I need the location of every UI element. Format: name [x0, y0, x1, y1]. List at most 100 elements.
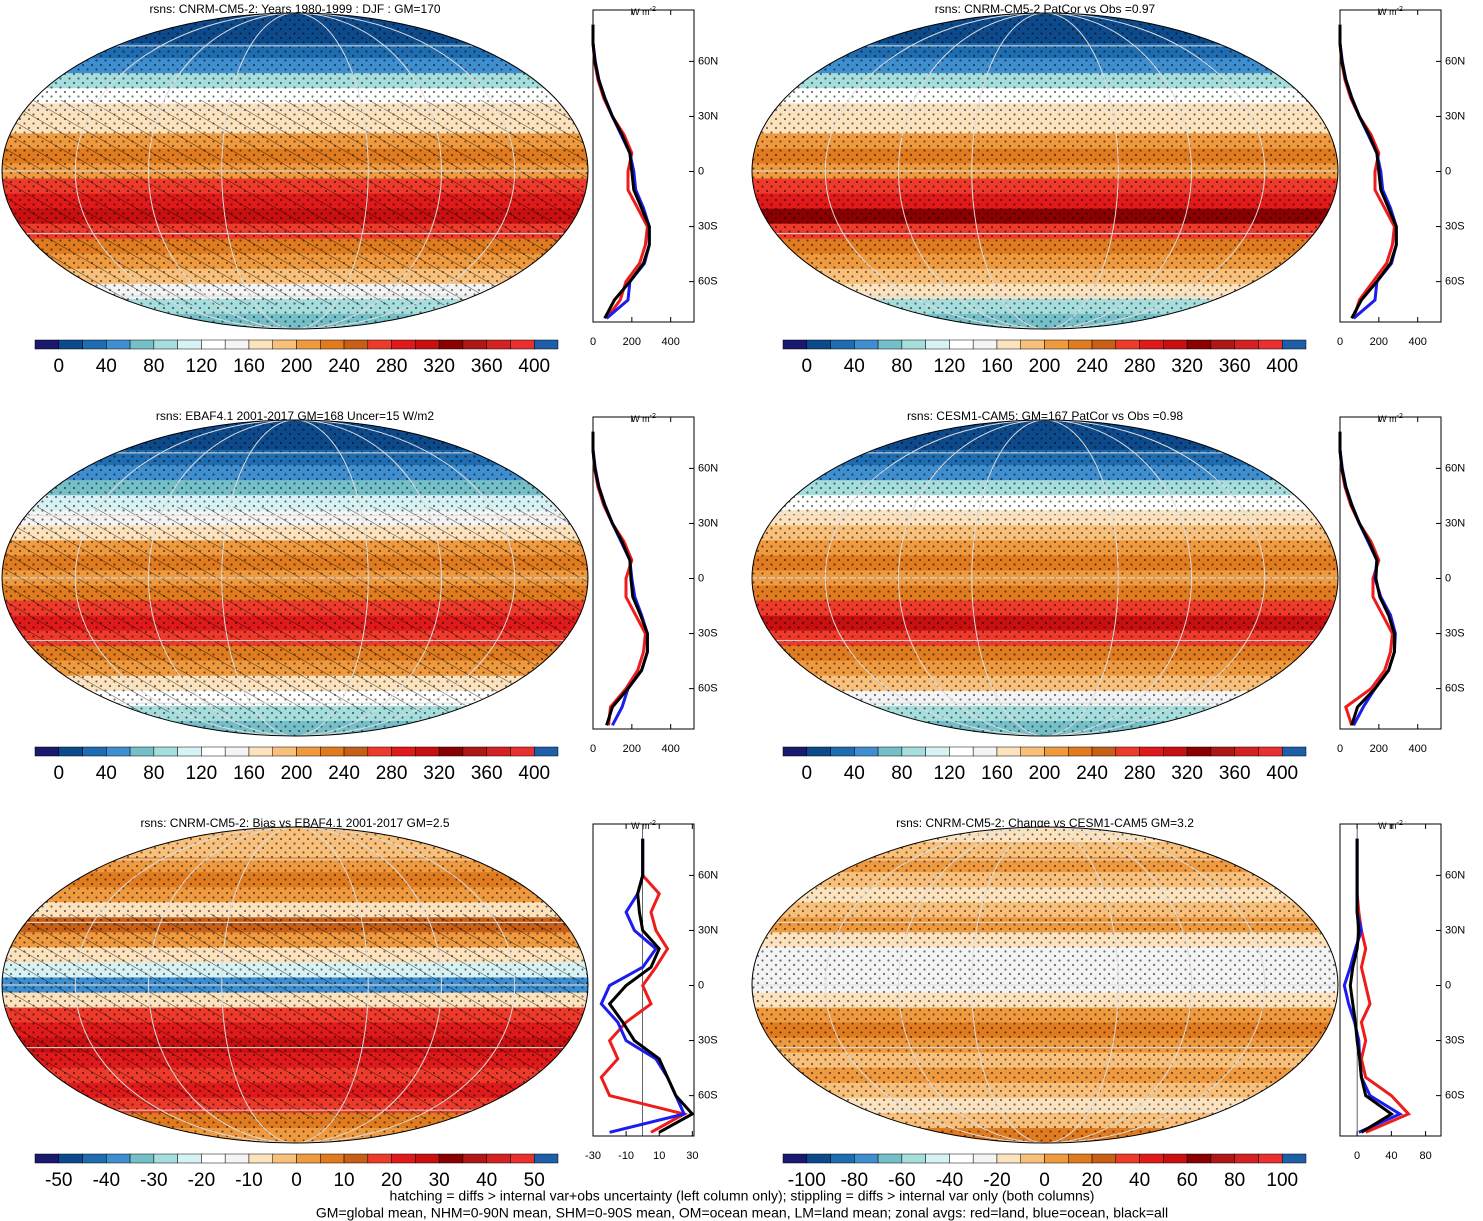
- colorbar-box: [1186, 339, 1212, 350]
- colorbar-box: [1115, 746, 1140, 757]
- colorbar-label: 240: [328, 763, 360, 784]
- colorbar-box: [272, 339, 297, 350]
- colorbar-box: [272, 1153, 297, 1164]
- colorbar-box: [438, 746, 464, 757]
- colorbar-box: [34, 746, 60, 757]
- colorbar-box: [153, 746, 178, 757]
- colorbar-box: [1091, 1153, 1117, 1164]
- colorbar-label: 240: [1076, 356, 1108, 377]
- colorbar-label: -100: [788, 1170, 826, 1191]
- colorbar-box: [1020, 1153, 1045, 1164]
- unit-label: W m-2: [1378, 820, 1403, 832]
- meridian: [221, 827, 369, 1143]
- x-tick-label: 200: [623, 336, 641, 348]
- colorbar-label: 320: [1171, 763, 1203, 784]
- y-tick-label: 30N: [1445, 924, 1465, 936]
- meridian: [221, 13, 369, 329]
- map-outline: [1, 826, 589, 1144]
- colorbar-box: [1258, 1153, 1283, 1164]
- colorbar-box: [201, 1153, 226, 1164]
- colorbar-label: 360: [471, 356, 503, 377]
- colorbar-box: [486, 339, 511, 350]
- zonal-frame: [1339, 416, 1442, 730]
- colorbar-box: [1044, 746, 1069, 757]
- x-tick-label: 30: [686, 1150, 698, 1162]
- colorbar-label: 40: [844, 763, 865, 784]
- meridian: [148, 13, 442, 329]
- unit-sup: -2: [1397, 820, 1403, 827]
- y-tick-label: 30S: [1445, 220, 1465, 232]
- x-tick-label: -10: [618, 1150, 634, 1162]
- unit: W m: [631, 414, 650, 424]
- y-tick-label: 30S: [1445, 1034, 1465, 1046]
- colorbar-box: [1163, 1153, 1188, 1164]
- colorbar-label: 360: [471, 763, 503, 784]
- zonal-line: [1348, 838, 1395, 1134]
- colorbar-label: -10: [235, 1170, 262, 1191]
- colorbar-box: [320, 746, 345, 757]
- colorbar-box: [830, 339, 855, 350]
- x-tick-label: 400: [662, 743, 680, 755]
- colorbar-box: [82, 1153, 107, 1164]
- meridian: [971, 420, 1119, 736]
- zonal-line: [591, 431, 647, 726]
- colorbar-box: [972, 1153, 998, 1164]
- colorbar-label: 40: [844, 356, 865, 377]
- colorbar-box: [1210, 339, 1235, 350]
- colorbar-label: 120: [186, 763, 218, 784]
- y-tick-label: 30S: [698, 1034, 718, 1046]
- y-tick-label: 30S: [1445, 627, 1465, 639]
- unit-sup: -2: [650, 413, 656, 420]
- colorbar-label: 60: [1177, 1170, 1198, 1191]
- colorbar-label: 400: [1266, 763, 1298, 784]
- colorbar-box: [391, 746, 416, 757]
- map-outline: [1, 419, 589, 737]
- unit-label: W m-2: [1378, 413, 1403, 425]
- zonal-line: [1338, 431, 1394, 726]
- footer-line: GM=global mean, NHM=0-90N mean, SHM=0-90…: [316, 1205, 1168, 1221]
- y-tick-label: 60S: [1445, 683, 1465, 695]
- colorbar-label: 320: [423, 356, 455, 377]
- colorbar-box: [1139, 746, 1164, 757]
- colorbar-box: [510, 746, 535, 757]
- colorbar-box: [224, 1153, 250, 1164]
- colorbar-box: [201, 339, 226, 350]
- colorbar-box: [806, 339, 831, 350]
- colorbar-label: 360: [1219, 356, 1251, 377]
- colorbar-label: 240: [1076, 763, 1108, 784]
- colorbar-label: 280: [376, 763, 408, 784]
- zonal-line: [591, 431, 649, 727]
- colorbar-box: [391, 339, 416, 350]
- y-tick-label: 60S: [1445, 1090, 1465, 1102]
- zonal-frame: [592, 416, 695, 730]
- colorbar-box: [438, 339, 464, 350]
- colorbar-box: [367, 746, 392, 757]
- colorbar-box: [415, 339, 440, 350]
- y-tick-label: 0: [698, 165, 704, 177]
- colorbar-box: [806, 1153, 831, 1164]
- zonal-line: [1338, 24, 1398, 320]
- colorbar-label: -40: [936, 1170, 963, 1191]
- y-tick-label: 0: [1445, 979, 1451, 991]
- zonal-line: [1338, 431, 1396, 726]
- map-outline: [751, 419, 1339, 737]
- colorbar-box: [486, 746, 511, 757]
- y-tick-label: 0: [698, 979, 704, 991]
- colorbar-box: [830, 746, 855, 757]
- y-tick-label: 60S: [698, 683, 718, 695]
- colorbar-box: [996, 339, 1021, 350]
- meridian: [74, 13, 516, 329]
- colorbar-label: 400: [518, 356, 550, 377]
- colorbar-box: [1281, 1153, 1307, 1164]
- colorbar-label: 20: [381, 1170, 402, 1191]
- map: [752, 827, 1338, 1143]
- colorbar-label: 50: [524, 1170, 545, 1191]
- colorbar-box: [58, 339, 83, 350]
- colorbar-label: 320: [1171, 356, 1203, 377]
- colorbar-label: 200: [1029, 763, 1061, 784]
- colorbar-label: 10: [333, 1170, 354, 1191]
- zonal-frame: [592, 9, 695, 323]
- colorbar-label: 160: [981, 356, 1013, 377]
- colorbar-box: [177, 746, 202, 757]
- x-tick-label: 0: [590, 336, 596, 348]
